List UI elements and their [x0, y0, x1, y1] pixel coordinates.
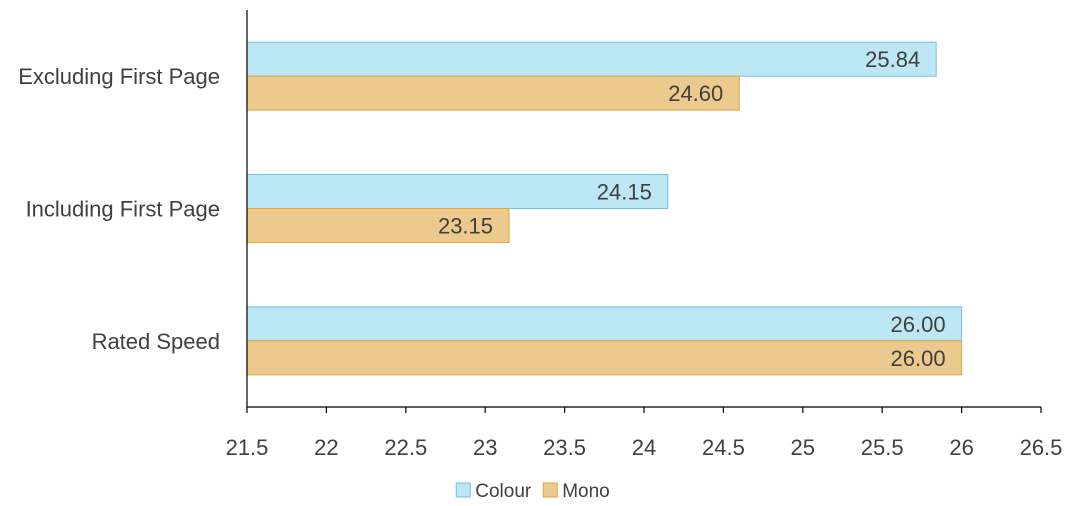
bars-layer — [246, 41, 963, 376]
x-tick-label: 24.5 — [702, 435, 745, 460]
data-label-colour-1: 24.15 — [597, 180, 652, 205]
data-label-mono-0: 24.60 — [668, 81, 723, 106]
bar-colour-1 — [246, 174, 669, 209]
category-label: Including First Page — [26, 197, 220, 222]
x-tick-label: 24 — [632, 435, 656, 460]
x-tick-label: 21.5 — [226, 435, 269, 460]
x-tick-label: 22 — [314, 435, 338, 460]
legend: Colour Mono — [455, 481, 610, 502]
x-tick-label: 26.5 — [1020, 435, 1063, 460]
bar-colour-2 — [246, 306, 963, 342]
bar-mono-1 — [246, 208, 510, 243]
data-label-mono-1: 23.15 — [438, 214, 493, 239]
category-label: Excluding First Page — [18, 64, 220, 89]
data-label-mono-2: 26.00 — [891, 346, 946, 371]
bar-mono-0 — [246, 75, 740, 111]
x-tick-label: 25 — [791, 435, 815, 460]
data-labels-layer: 25.84 24.60 24.15 23.15 26.00 26.00 — [438, 47, 946, 371]
x-tick-label: 25.5 — [861, 435, 904, 460]
category-label: Rated Speed — [92, 329, 220, 354]
data-label-colour-2: 26.00 — [891, 312, 946, 337]
legend-swatch-colour — [455, 482, 471, 498]
data-label-colour-0: 25.84 — [865, 47, 920, 72]
x-tick-label: 22.5 — [384, 435, 427, 460]
bar-mono-2 — [246, 340, 963, 376]
x-tick-label: 23.5 — [543, 435, 586, 460]
legend-label-mono: Mono — [562, 481, 610, 502]
legend-label-colour: Colour — [475, 481, 532, 502]
bar-colour-0 — [246, 41, 937, 77]
x-tick-label: 26 — [949, 435, 973, 460]
legend-swatch-mono — [542, 482, 558, 498]
axes-layer: Excluding First Page Including First Page… — [18, 10, 1062, 460]
x-tick-label: 23 — [473, 435, 497, 460]
